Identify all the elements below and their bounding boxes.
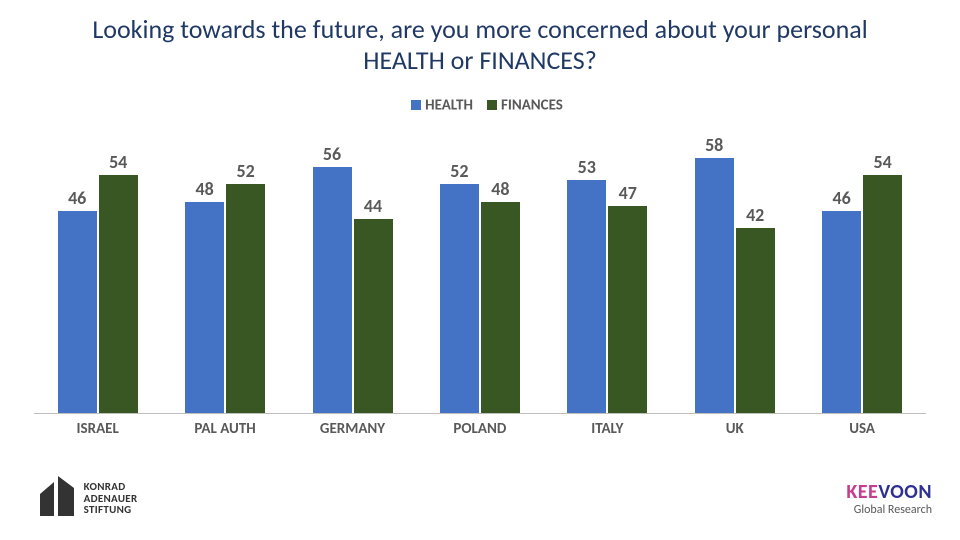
title-line-1: Looking towards the future, are you more…	[92, 13, 867, 45]
bar-value-label: 54	[863, 151, 902, 175]
bar-value-label: 44	[354, 195, 393, 219]
bar: 47	[608, 206, 647, 413]
keevoon-letter: V	[878, 480, 890, 504]
keevoon-text: KEEVOON	[752, 482, 932, 502]
keevoon-letter: O	[904, 480, 918, 504]
bar-value-label: 46	[822, 187, 861, 211]
legend-label: HEALTH	[425, 96, 473, 114]
bar-value-label: 47	[608, 182, 647, 206]
x-axis-label: PAL AUTH	[161, 418, 288, 440]
bar-chart: 4654485256445248534758424654 ISRAELPAL A…	[34, 120, 926, 440]
bar: 53	[567, 180, 606, 413]
kas-line3: STIFTUNG	[84, 503, 132, 516]
bar-value-label: 54	[99, 151, 138, 175]
legend-swatch	[487, 100, 497, 110]
x-axis-label: USA	[798, 418, 925, 440]
plot-area: 4654485256445248534758424654	[34, 120, 926, 414]
bar-value-label: 46	[58, 187, 97, 211]
legend-label: FINANCES	[501, 96, 563, 114]
keevoon-logo: KEEVOON Global Research	[752, 482, 932, 526]
bar: 52	[440, 184, 479, 413]
chart-title: Looking towards the future, are you more…	[0, 14, 960, 76]
bar-value-label: 52	[226, 160, 265, 184]
kas-mark-icon	[40, 476, 74, 521]
bar: 48	[185, 202, 224, 413]
x-axis-label: UK	[671, 418, 798, 440]
bar: 48	[481, 202, 520, 413]
title-line-2: HEALTH or FINANCES?	[363, 44, 597, 76]
bar: 54	[99, 175, 138, 413]
x-axis-label: ISRAEL	[34, 418, 161, 440]
x-axis-label: GERMANY	[289, 418, 416, 440]
bar: 46	[58, 211, 97, 413]
keevoon-letter: E	[868, 480, 878, 504]
keevoon-subtitle: Global Research	[752, 504, 932, 516]
keevoon-letter: O	[890, 480, 904, 504]
keevoon-letter: N	[918, 480, 932, 504]
bar: 46	[822, 211, 861, 413]
legend: HEALTH FINANCES	[0, 96, 960, 114]
bar-value-label: 48	[185, 178, 224, 202]
kas-text: KONRAD ADENAUER STIFTUNG	[84, 481, 138, 516]
keevoon-letter: E	[858, 480, 868, 504]
keevoon-letter: K	[846, 480, 857, 504]
bar: 44	[354, 219, 393, 413]
bar-value-label: 52	[440, 160, 479, 184]
bar: 58	[695, 158, 734, 413]
bar-value-label: 42	[736, 204, 775, 228]
bar-value-label: 56	[313, 143, 352, 167]
bar-value-label: 58	[695, 134, 734, 158]
bar: 56	[313, 167, 352, 413]
bar-value-label: 53	[567, 156, 606, 180]
bar: 54	[863, 175, 902, 413]
x-axis-label: POLAND	[416, 418, 543, 440]
kas-logo: KONRAD ADENAUER STIFTUNG	[40, 476, 200, 526]
bar: 42	[736, 228, 775, 413]
legend-swatch	[411, 100, 421, 110]
x-axis-label: ITALY	[544, 418, 671, 440]
bar: 52	[226, 184, 265, 413]
bar-value-label: 48	[481, 178, 520, 202]
